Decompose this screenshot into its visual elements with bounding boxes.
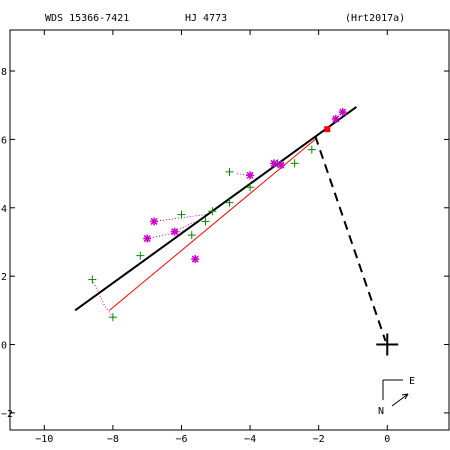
observation-plus-marker [201, 217, 210, 226]
primary-star-marker [376, 333, 399, 356]
observation-plus-marker [246, 183, 255, 192]
residual-link [147, 229, 189, 240]
observation-star-marker [191, 255, 200, 264]
observation-star-marker [150, 217, 159, 226]
x-axis-ticks: −10 −8 −6 −4 −2 0 [35, 30, 390, 445]
reference-code: (Hrt2017a) [345, 13, 405, 24]
observation-plus-marker [225, 198, 234, 207]
x-tick-label: 0 [384, 434, 390, 445]
compass-north-label: N [378, 406, 384, 417]
observation-star-marker [270, 159, 279, 168]
primary-connector-line [314, 135, 387, 342]
observation-plus-marker [307, 145, 316, 154]
observation-star-marker [246, 171, 255, 180]
observation-plus-marker [290, 159, 299, 168]
orbit-line [74, 106, 357, 312]
residual-link [236, 173, 251, 176]
plot-frame [9, 29, 450, 431]
residual-links [91, 162, 285, 318]
observation-plus-marker [88, 275, 97, 284]
y-tick-label: 6 [1, 135, 7, 146]
compass: E N [378, 376, 415, 417]
observation-star-marker [143, 234, 152, 243]
observation-plus-marker [187, 231, 196, 240]
observation-plus-marker [136, 251, 145, 260]
compass-east-label: E [409, 376, 415, 387]
observation-star-marker [276, 161, 285, 170]
compass-arrow-head [401, 393, 409, 400]
x-tick-label: −8 [107, 434, 119, 445]
observation-plus-marker [108, 313, 117, 322]
x-tick-label: −6 [175, 434, 187, 445]
observation-points [88, 108, 347, 322]
discoverer-designation: HJ 4773 [185, 13, 227, 24]
latest-observation-marker [324, 126, 331, 133]
observation-star-marker [170, 227, 179, 236]
observation-star-marker [331, 114, 340, 123]
x-tick-label: −4 [244, 434, 256, 445]
y-tick-label: −2 [1, 409, 13, 420]
residual-link [103, 304, 114, 318]
wds-designation: WDS 15366-7421 [45, 13, 129, 24]
y-tick-label: 8 [1, 67, 7, 78]
residual-link [174, 221, 196, 233]
compass-arrow-shaft [391, 393, 409, 407]
y-tick-label: 0 [1, 341, 7, 352]
x-tick-label: −10 [35, 434, 53, 445]
y-tick-label: 4 [1, 204, 7, 215]
observation-plus-marker [177, 210, 186, 219]
observation-plus-marker [208, 207, 217, 216]
x-tick-label: −2 [313, 434, 325, 445]
observation-star-marker [338, 108, 347, 117]
y-tick-label: 2 [1, 272, 7, 283]
y-axis-ticks: −2 0 2 4 6 8 [1, 67, 449, 420]
observation-plus-marker [225, 167, 234, 176]
